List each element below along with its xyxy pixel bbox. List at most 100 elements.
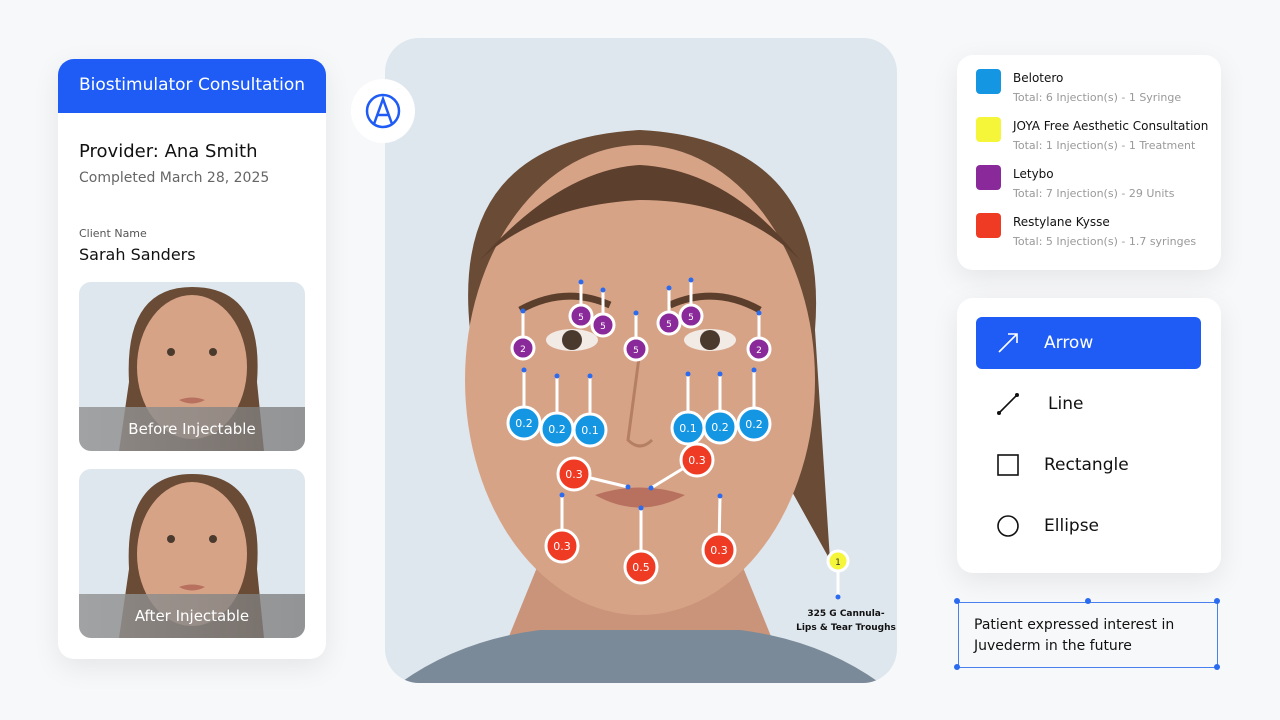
injection-marker[interactable] [702,409,738,445]
marker-label: 5 [633,346,639,356]
legend-total: Total: 6 Injection(s) - 1 Syringe [1013,91,1182,104]
resize-handle[interactable] [1214,598,1220,604]
marker-point [717,493,723,499]
face-photo [385,38,897,683]
card-header: Biostimulator Consultation [58,59,326,113]
provider: Provider: Ana Smith [79,141,258,162]
tool-button[interactable]: Rectangle [976,439,1201,491]
card-title: Biostimulator Consultation [78,75,305,95]
arrow-icon [998,333,1018,353]
injection-marker[interactable] [736,406,772,442]
consultation-card: Biostimulator Consultation Provider: Ana… [58,59,326,659]
line-icon [998,394,1018,414]
tool-button[interactable]: Arrow [976,317,1201,369]
marker-point [578,279,584,285]
legend-total: Total: 7 Injection(s) - 29 Units [1013,187,1175,200]
marker-label: 0.2 [745,418,763,431]
resize-handle[interactable] [954,664,960,670]
marker-point [685,371,691,377]
ellipse-icon [997,515,1019,537]
marker-label: 5 [666,320,672,330]
injection-marker[interactable] [568,303,594,329]
marker-point [520,308,526,314]
tool-label: Arrow [1044,333,1094,353]
resize-handle[interactable] [1214,664,1220,670]
marker-label: 5 [600,322,606,332]
injection-marker[interactable] [506,405,542,441]
marker-label: 0.3 [565,468,583,481]
injection-marker[interactable] [678,303,704,329]
marker-label: 0.3 [710,544,728,557]
eye [167,535,175,543]
marker-point [688,277,694,283]
injection-marker[interactable] [623,549,659,585]
legend-swatch [976,117,1001,142]
injection-marker[interactable] [556,456,592,492]
marker-point [600,287,606,293]
tool-icon [997,515,1019,537]
logo-icon [365,93,401,129]
client-name: Sarah Sanders [79,245,196,264]
marker-point [587,373,593,379]
marker-label: 0.1 [679,422,697,435]
marker-point [717,371,723,377]
injection-marker[interactable] [679,442,715,478]
injection-marker[interactable] [544,528,580,564]
injection-marker[interactable] [656,310,682,336]
photo-thumbnail: After Injectable [79,469,305,638]
photo-label: Before Injectable [79,407,305,451]
tool-button[interactable]: Ellipse [976,500,1201,552]
marker-label: 0.5 [632,561,650,574]
legend-swatch [976,213,1001,238]
rect-icon [997,454,1019,476]
resize-handle[interactable] [954,598,960,604]
marker-point [648,485,654,491]
tool-label: Rectangle [1044,455,1129,475]
tool-button[interactable]: Line [976,378,1201,430]
completed-date: Completed March 28, 2025 [79,170,270,186]
marker-label: 0.2 [548,423,566,436]
legend-swatch [976,69,1001,94]
marker-point [756,310,762,316]
photo-label: After Injectable [79,594,305,638]
note-text: Patient expressed interest in [974,617,1175,633]
marker-label: 0.2 [515,417,533,430]
marker-label: 0.1 [581,424,599,437]
resize-handle[interactable] [1085,598,1091,604]
annotation-text: 325 G Cannula- [807,609,884,619]
marker-label: 5 [578,313,584,323]
injection-marker[interactable] [746,336,772,362]
marker-point [638,505,644,511]
marker-point [751,367,757,373]
legend-name: Restylane Kysse [1013,215,1110,229]
tool-icon [997,393,1019,415]
lips [179,397,205,404]
photo-thumbnail: Before Injectable [79,282,305,451]
marker-point [633,310,639,316]
logo-badge [351,79,415,143]
line-end [997,411,1001,415]
face [137,295,247,439]
note-box[interactable]: Patient expressed interest in Juvederm i… [954,598,1220,670]
marker-point [666,285,672,291]
face [137,482,247,626]
injection-marker[interactable] [701,532,737,568]
tool-icon [997,454,1019,476]
tool-label: Line [1048,394,1084,414]
injection-marker[interactable] [510,335,536,361]
lips [179,584,205,591]
legend-swatch [976,165,1001,190]
legend-name: JOYA Free Aesthetic Consultation [1013,119,1209,133]
injection-marker[interactable] [623,336,649,362]
injection-marker[interactable] [572,412,608,448]
eye [209,348,217,356]
marker-label: 0.2 [711,421,729,434]
tool-label: Ellipse [1044,516,1100,536]
legend-total: Total: 5 Injection(s) - 1.7 syringes [1013,235,1197,248]
marker-point [625,484,631,490]
injection-marker[interactable] [590,312,616,338]
product-legend: Belotero Total: 6 Injection(s) - 1 Syring… [957,55,1221,270]
injection-marker[interactable] [826,549,850,573]
legend-name: Letybo [1013,167,1054,181]
marker-point [521,367,527,373]
